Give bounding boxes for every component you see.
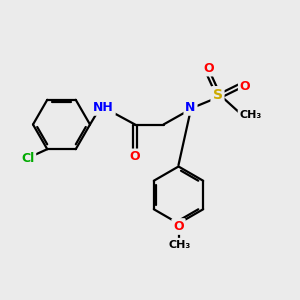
Text: S: S: [212, 88, 223, 102]
Text: NH: NH: [93, 101, 114, 114]
Text: N: N: [185, 101, 196, 114]
Text: CH₃: CH₃: [169, 239, 191, 250]
Text: O: O: [173, 220, 184, 233]
Text: Cl: Cl: [21, 152, 34, 165]
Text: O: O: [203, 61, 214, 75]
Text: CH₃: CH₃: [239, 110, 262, 121]
Text: O: O: [240, 80, 250, 93]
Text: O: O: [130, 150, 140, 164]
